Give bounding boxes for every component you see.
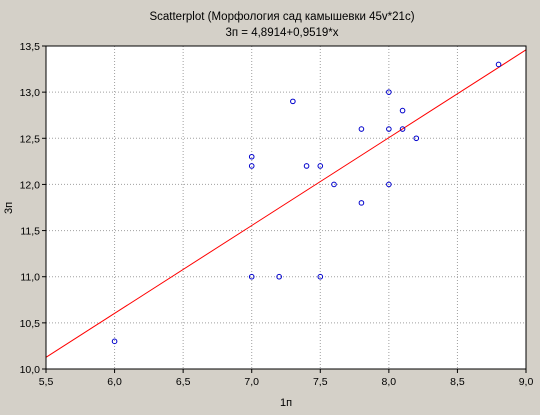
data-point [317,163,324,169]
y-tick-label: 13,0 [20,87,41,99]
chart-title: Scatterplot (Морфология сад камышевки 45… [149,11,414,23]
y-tick-label: 11,0 [20,272,40,284]
data-point [248,163,255,169]
x-tick-label: 6,0 [107,376,122,388]
x-axis-label: 1п [280,397,292,409]
data-point [276,273,282,280]
data-point [358,200,365,206]
data-point [248,273,255,280]
grid-lines [46,46,526,369]
x-tick-label: 8,0 [382,376,397,388]
data-point [386,126,392,132]
chart-subtitle: 3п = 4,8914+0,9519*x [225,27,338,39]
y-tick-label: 13,5 [20,41,41,53]
y-tick-label: 10,5 [20,318,41,330]
data-point [413,135,420,142]
x-tick-label: 6,5 [176,376,191,388]
y-tick-label: 11,5 [20,226,40,238]
plot-frame [45,45,527,370]
y-axis-label: 3п [3,202,15,214]
axis-ticks: 5,5 6,0 6,5 7,0 7,5 8,0 8,5 9,0 10,0 10,5 11,0 11,5… [20,41,534,388]
y-tick-label: 12,5 [20,133,41,145]
x-tick-label: 7,5 [313,376,328,388]
data-point [386,89,392,95]
x-tick-label: 8,5 [450,376,465,388]
data-point [399,107,406,114]
data-point [358,126,365,132]
y-tick-label: 12,0 [20,179,41,191]
data-point [317,273,324,280]
data-points [111,61,502,345]
data-point [303,163,310,169]
data-point [386,181,392,188]
regression-line-group [45,49,527,358]
data-point [495,61,502,68]
plot-area [46,46,526,369]
x-tick-label: 5,5 [39,376,54,388]
x-tick-label: 9,0 [519,376,534,388]
data-point [399,126,406,132]
y-tick-label: 10,0 [20,364,41,376]
data-point [331,181,337,188]
x-tick-label: 7,0 [244,376,259,388]
data-point [290,98,296,105]
data-point [248,153,255,160]
data-point [111,338,118,345]
regression-line [45,49,527,358]
